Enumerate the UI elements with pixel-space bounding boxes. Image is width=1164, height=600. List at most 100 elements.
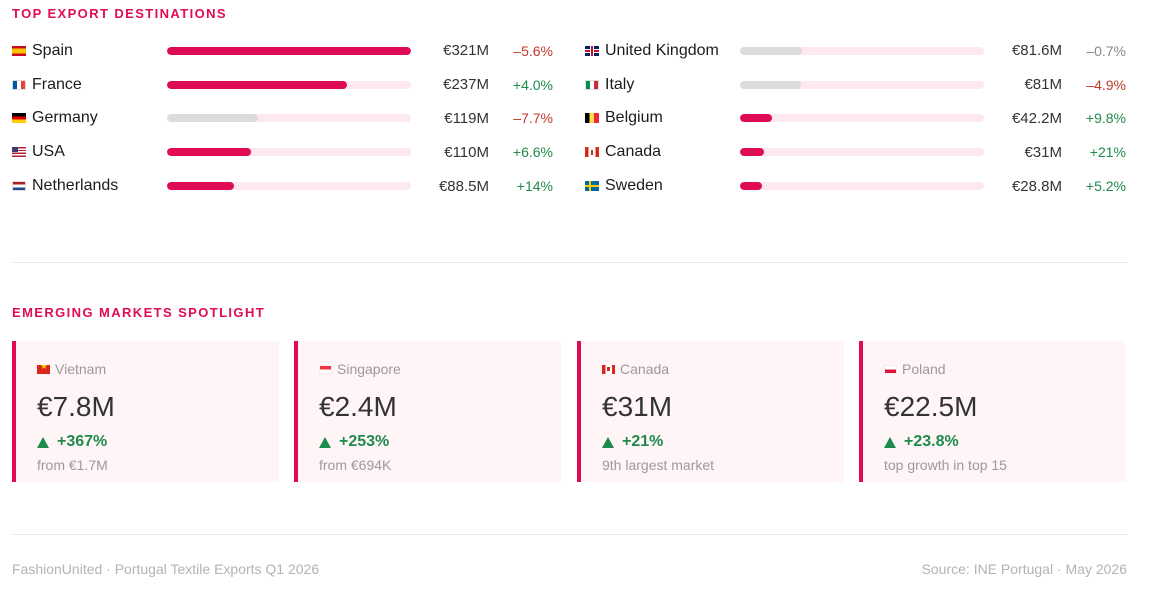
card-delta: +21% — [622, 433, 664, 450]
emerging-card-singapore: Singapore €2.4M +253% from €694K — [294, 341, 561, 482]
bar-track — [740, 114, 984, 123]
bar-fill — [167, 148, 251, 157]
usa-flag-icon — [12, 147, 26, 158]
country-name: Belgium — [605, 109, 663, 127]
bar-track — [167, 182, 411, 191]
spain-flag-icon — [12, 45, 26, 56]
export-value: €119M — [444, 109, 489, 127]
bar-fill — [740, 114, 772, 123]
card-value: €22.5M — [884, 391, 978, 422]
export-value: €31M — [1024, 143, 1062, 161]
up-arrow-icon — [319, 436, 331, 448]
destination-row: Italy €81M –4.9% — [585, 68, 1130, 102]
country-name: Canada — [605, 143, 662, 161]
delta-percent: +21% — [1089, 144, 1126, 161]
destination-row: Germany €119M –7.7% — [12, 102, 557, 136]
bar-track — [167, 46, 411, 55]
card-country: Canada — [620, 361, 670, 377]
card-note: 9th largest market — [602, 457, 715, 473]
country-name: Netherlands — [32, 177, 119, 195]
emerging-cards: Vietnam €7.8M +367% from €1.7M Singapore… — [12, 341, 1127, 482]
country-name: Sweden — [605, 177, 663, 195]
bar-track — [740, 182, 984, 191]
country-name: France — [32, 75, 82, 93]
delta-percent: +5.2% — [1085, 178, 1126, 195]
export-value: €28.8M — [1011, 177, 1062, 195]
delta-percent: –4.9% — [1086, 76, 1126, 93]
card-note: top growth in top 15 — [884, 457, 1007, 473]
footer-credit: FashionUnited · Portugal Textile Exports… — [12, 561, 320, 577]
delta-percent: +14% — [516, 178, 553, 195]
belgium-flag-icon — [585, 113, 599, 124]
country-name: United Kingdom — [605, 41, 719, 59]
card-country: Vietnam — [55, 361, 107, 377]
emerging-card-vietnam: Vietnam €7.8M +367% from €1.7M — [12, 341, 279, 482]
bar-track — [167, 114, 411, 123]
bar-fill — [167, 114, 258, 123]
bar-track — [740, 148, 984, 157]
footer-source: Source: INE Portugal · May 2026 — [921, 561, 1127, 577]
bar-track — [740, 46, 984, 55]
destinations-left-column: Spain €321M –5.6% France €237M +4.0% Ger… — [12, 34, 557, 203]
bar-track — [167, 148, 411, 157]
export-value: €88.5M — [438, 177, 489, 195]
export-value: €81.6M — [1011, 42, 1062, 60]
emerging-markets-title: EMERGING MARKETS SPOTLIGHT — [12, 305, 266, 320]
germany-flag-icon — [12, 113, 26, 124]
bar-fill — [167, 182, 235, 191]
canada-flag-icon — [585, 147, 599, 158]
destination-row: USA €110M +6.6% — [12, 135, 557, 169]
bar-track — [167, 80, 411, 89]
destination-row: Netherlands €88.5M +14% — [12, 169, 557, 203]
section-divider — [12, 262, 1127, 263]
country-name: USA — [32, 143, 65, 161]
delta-percent: –5.6% — [513, 42, 553, 59]
bar-fill — [740, 46, 802, 55]
uk-flag-icon — [585, 45, 599, 56]
delta-percent: +4.0% — [512, 76, 553, 93]
emerging-card-canada: Canada €31M +21% 9th largest market — [577, 341, 844, 482]
sweden-flag-icon — [585, 181, 599, 192]
destination-row: Belgium €42.2M +9.8% — [585, 102, 1130, 136]
destination-row: France €237M +4.0% — [12, 68, 557, 102]
destination-row: United Kingdom €81.6M –0.7% — [585, 34, 1130, 68]
card-delta: +367% — [57, 433, 108, 450]
up-arrow-icon — [884, 436, 896, 448]
card-note: from €694K — [319, 457, 392, 473]
country-name: Spain — [32, 41, 73, 59]
delta-percent: –0.7% — [1086, 42, 1126, 59]
delta-percent: +6.6% — [512, 144, 553, 161]
card-value: €2.4M — [319, 391, 397, 422]
up-arrow-icon — [602, 436, 614, 448]
card-note: from €1.7M — [37, 457, 108, 473]
vietnam-flag-icon — [37, 364, 50, 374]
bar-fill — [740, 148, 764, 157]
italy-flag-icon — [585, 79, 599, 90]
netherlands-flag-icon — [12, 181, 26, 192]
card-value: €7.8M — [37, 391, 115, 422]
delta-percent: –7.7% — [513, 110, 553, 127]
bar-fill — [167, 46, 411, 55]
card-country: Poland — [902, 361, 946, 377]
destination-row: Spain €321M –5.6% — [12, 34, 557, 68]
destination-row: Canada €31M +21% — [585, 135, 1130, 169]
card-delta: +23.8% — [904, 433, 959, 450]
bar-fill — [740, 80, 802, 89]
footer-divider — [12, 534, 1127, 535]
export-value: €42.2M — [1011, 109, 1062, 127]
destination-row: Sweden €28.8M +5.2% — [585, 169, 1130, 203]
up-arrow-icon — [37, 436, 49, 448]
bar-fill — [167, 80, 348, 89]
canada-flag-icon — [602, 364, 615, 374]
card-delta: +253% — [339, 433, 390, 450]
export-value: €110M — [444, 143, 489, 161]
singapore-flag-icon — [319, 364, 332, 374]
country-name: Germany — [32, 109, 98, 127]
emerging-card-poland: Poland €22.5M +23.8% top growth in top 1… — [859, 341, 1126, 482]
country-name: Italy — [605, 75, 635, 93]
bar-track — [740, 80, 984, 89]
destinations-right-column: United Kingdom €81.6M –0.7% Italy €81M –… — [585, 34, 1130, 203]
top-destinations-title: TOP EXPORT DESTINATIONS — [12, 6, 227, 21]
export-value: €81M — [1024, 76, 1062, 94]
export-value: €321M — [443, 42, 489, 60]
